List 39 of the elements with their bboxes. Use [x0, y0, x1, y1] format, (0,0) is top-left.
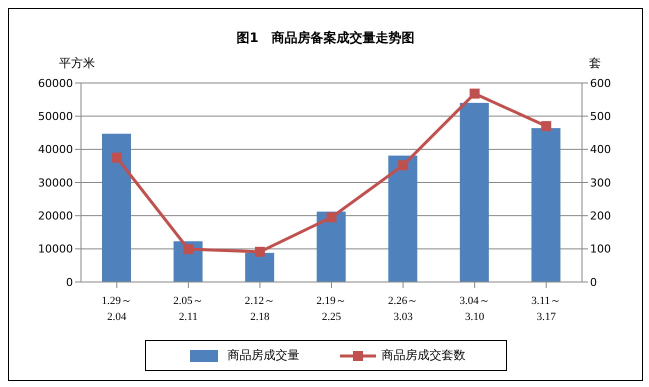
point	[183, 244, 194, 254]
point	[398, 160, 408, 170]
bar	[102, 134, 131, 282]
y2-tick-label: 600	[590, 76, 611, 90]
y-tick-label: 30000	[38, 176, 73, 190]
x-tick-label: 2.05～ 2.11	[173, 295, 204, 323]
bar	[388, 156, 418, 282]
y2-tick-label: 300	[590, 176, 611, 190]
y-tick-label: 50000	[38, 110, 73, 124]
y-axis-title: 平方米	[59, 55, 95, 72]
legend-label: 商品房成交量	[226, 347, 300, 364]
point	[326, 212, 336, 222]
bar	[531, 128, 560, 282]
y2-tick-label: 0	[590, 276, 597, 289]
bar	[316, 212, 346, 282]
x-tick-label: 2.19～ 2.25	[316, 295, 347, 323]
chart-title: 图1 商品房备案成交量走势图	[235, 30, 416, 47]
x-tick-label: 1.29～ 2.04	[102, 295, 132, 323]
y2-tick-label: 100	[590, 242, 611, 256]
y2-tick-label: 200	[590, 210, 611, 223]
y-tick-label: 40000	[38, 143, 73, 156]
y2-tick-label: 500	[590, 110, 611, 124]
point	[470, 88, 480, 99]
y-tick-label: 10000	[38, 242, 73, 256]
y2-tick-label: 400	[590, 143, 611, 156]
point	[254, 246, 265, 257]
x-tick-label: 2.26～ 3.03	[388, 295, 418, 323]
point	[112, 152, 122, 163]
point	[541, 121, 552, 132]
y-tick-label: 0	[66, 276, 73, 289]
x-tick-label: 3.11～ 3.17	[531, 295, 562, 323]
y-tick-label: 60000	[38, 76, 73, 90]
y-tick-label: 20000	[38, 210, 73, 223]
x-tick-label: 2.12～ 2.18	[244, 295, 276, 323]
y2-axis-title: 套	[589, 55, 601, 72]
x-tick-label: 3.04～ 3.10	[460, 295, 490, 323]
legend-label: 商品房成交套数	[380, 347, 466, 364]
bar	[245, 252, 274, 282]
bar	[460, 102, 489, 282]
